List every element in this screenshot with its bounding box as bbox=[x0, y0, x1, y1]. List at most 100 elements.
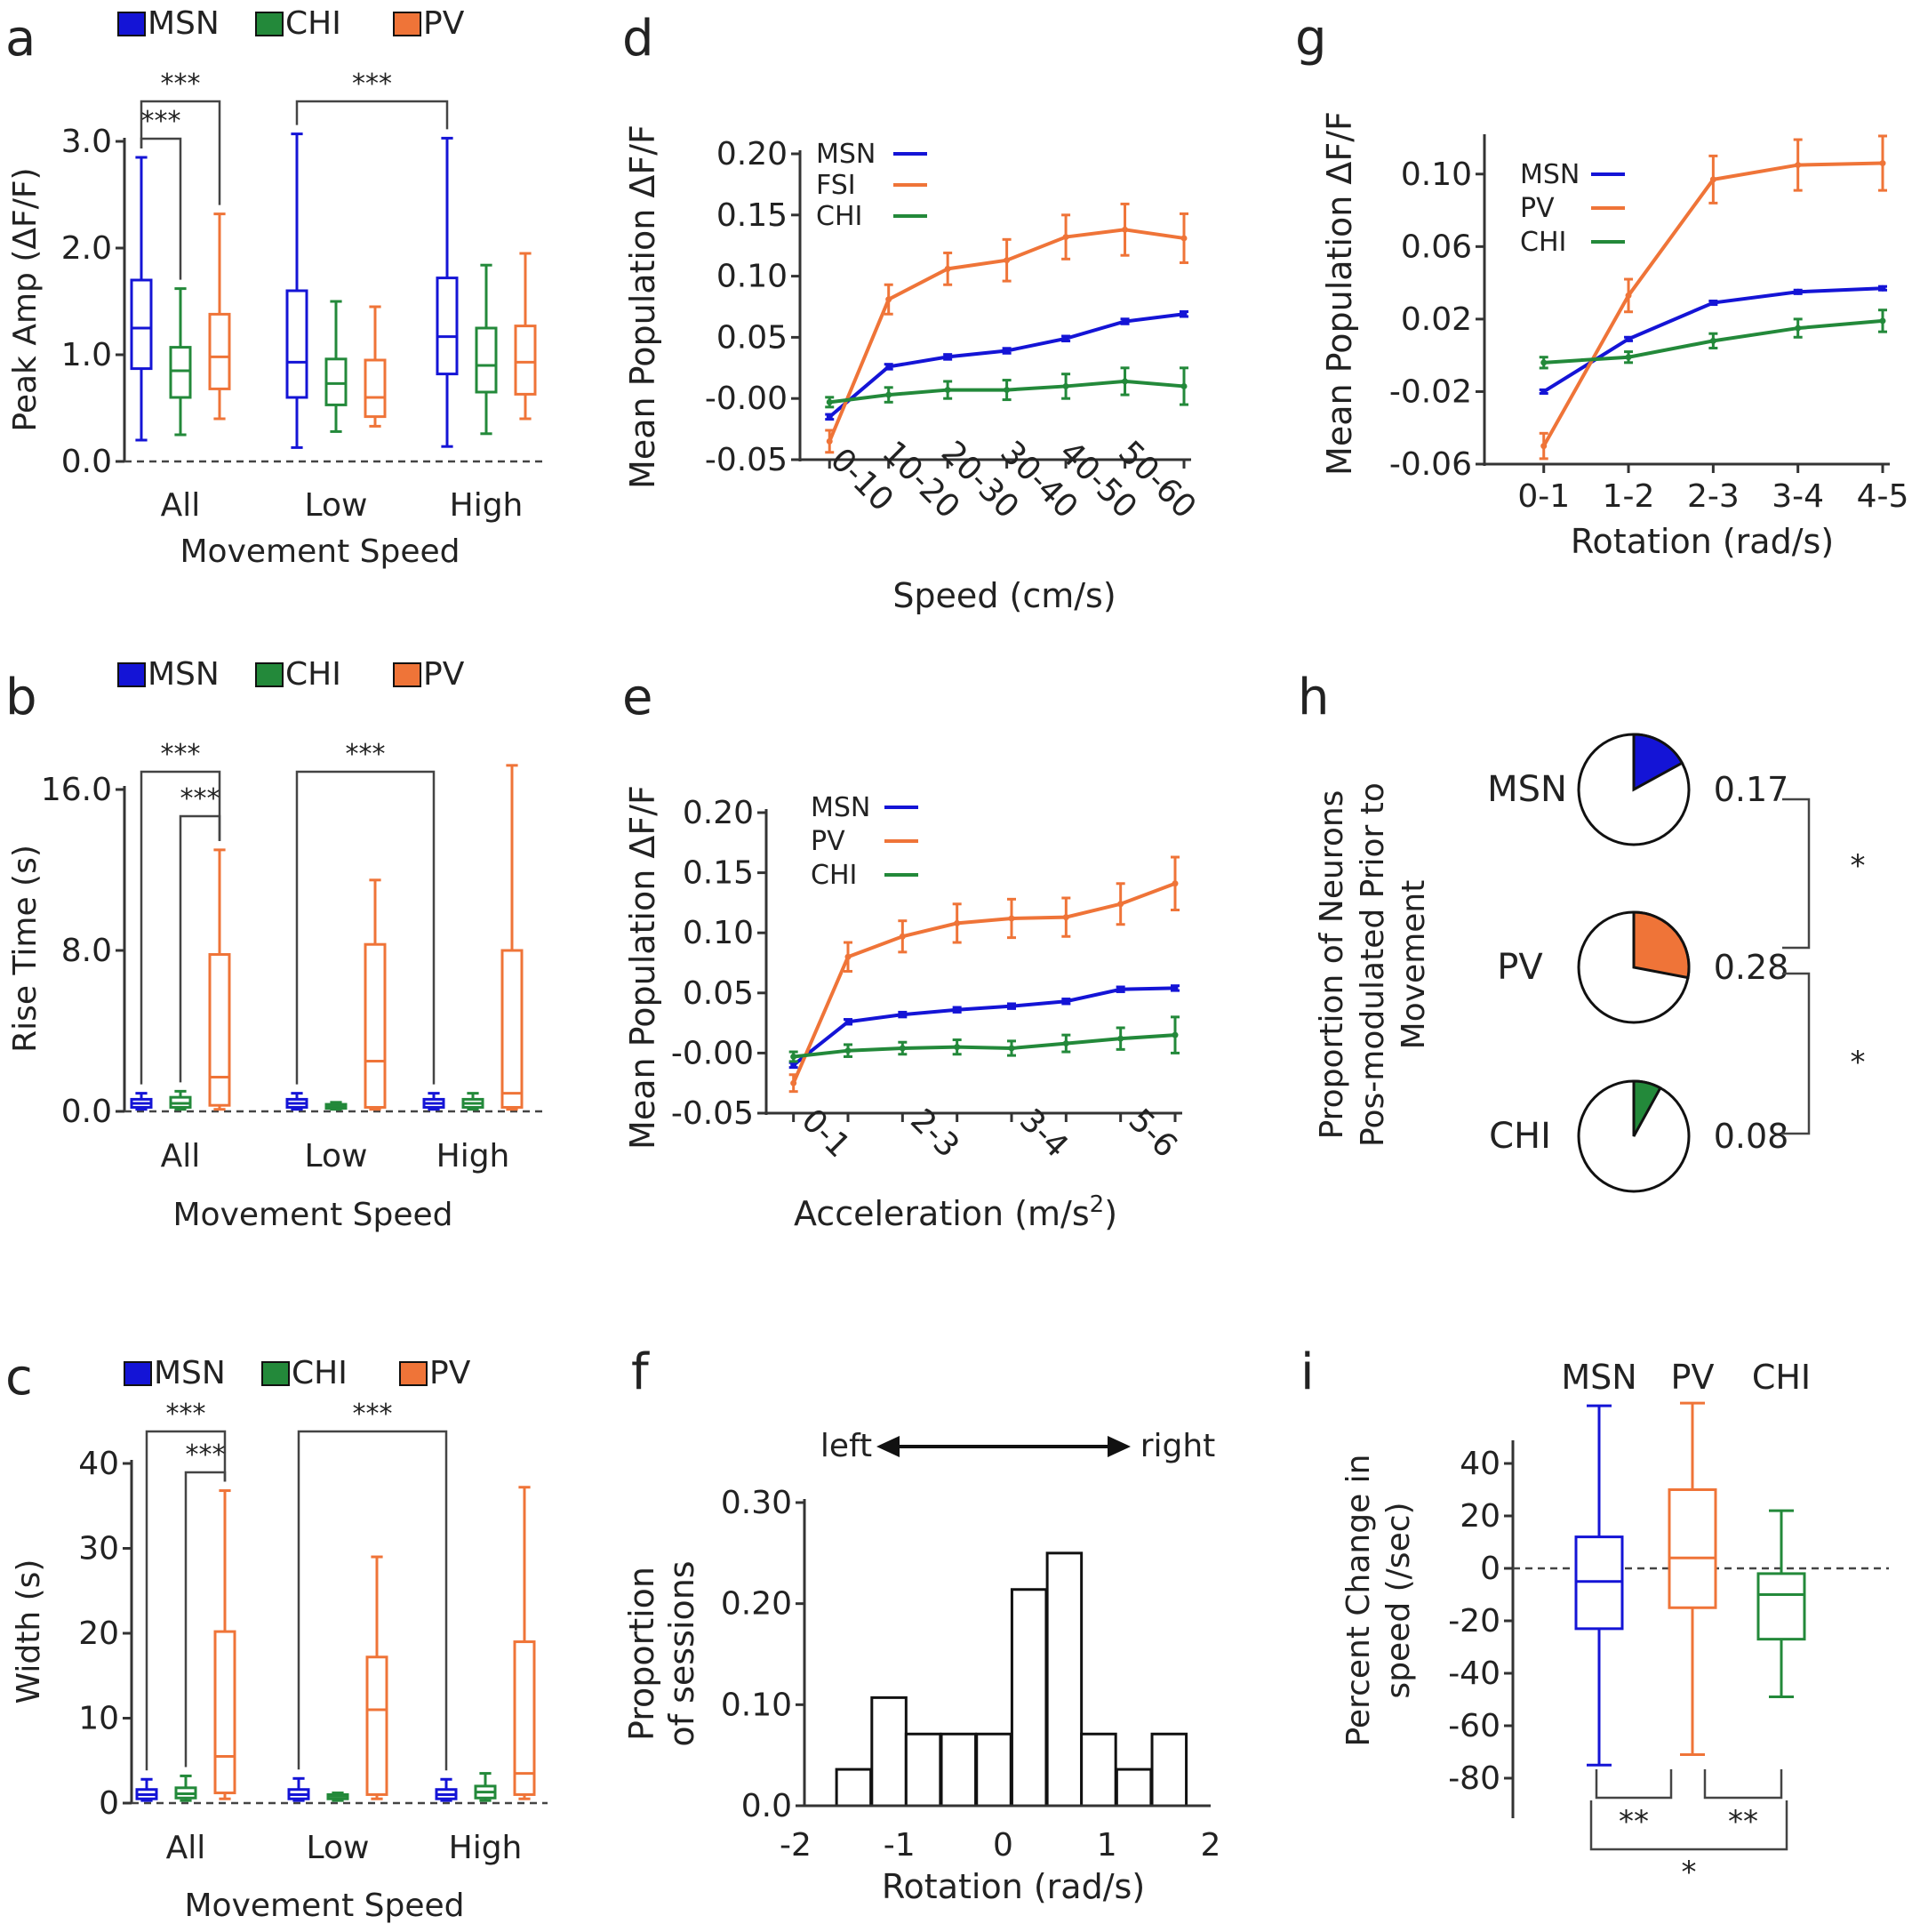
x-axis-title: Acceleration (m/s2) bbox=[794, 1191, 1117, 1233]
y-tick-label: 0 bbox=[99, 1785, 119, 1822]
data-point bbox=[1008, 915, 1015, 922]
x-axis-title: Movement Speed bbox=[173, 1197, 453, 1233]
y-tick-label: 0.10 bbox=[683, 915, 754, 951]
legend-label-chi: CHI bbox=[816, 201, 862, 232]
series-line-pv bbox=[791, 881, 1176, 1084]
x-tick-label: 2-3 bbox=[1687, 478, 1740, 515]
data-point bbox=[885, 296, 892, 303]
box-high-pv bbox=[514, 252, 537, 421]
panel-h: h MSN 0.17 PV 0.28 CHI 0.08 * * Proportion of Neu… bbox=[1298, 669, 1866, 1193]
significance-bracket bbox=[1782, 798, 1811, 950]
y-axis-title-line-1: Proportion of Neurons bbox=[1314, 790, 1350, 1140]
series-fsi bbox=[825, 202, 1188, 454]
data-point bbox=[1117, 1035, 1124, 1042]
box-all-pv bbox=[213, 1489, 236, 1800]
significance-label: * bbox=[1682, 1855, 1697, 1890]
y-tick-label: -0.00 bbox=[705, 381, 788, 417]
pie-value-msn: 0.17 bbox=[1714, 770, 1789, 809]
legend-label-chi: CHI bbox=[811, 860, 857, 891]
legend-label-pv: PV bbox=[423, 5, 465, 42]
data-point bbox=[1180, 310, 1188, 317]
significance-bracket: *** bbox=[140, 68, 221, 205]
data-point bbox=[844, 1047, 852, 1054]
legend-label-pv: PV bbox=[429, 1355, 471, 1391]
data-point bbox=[1117, 986, 1124, 993]
histogram-bar-4 bbox=[940, 1732, 978, 1808]
data-point bbox=[1795, 325, 1802, 332]
panel-label-e: e bbox=[622, 669, 652, 726]
data-point bbox=[1879, 317, 1886, 325]
box-high-msn bbox=[435, 1777, 458, 1802]
legend-label-msn: MSN bbox=[148, 5, 220, 42]
y-tick-label: 10 bbox=[78, 1701, 119, 1737]
significance-bracket bbox=[1589, 1800, 1788, 1851]
box-low-pv bbox=[364, 878, 387, 1111]
significance-label: ** bbox=[1728, 1804, 1758, 1840]
significance-bracket: *** bbox=[140, 106, 182, 280]
data-point bbox=[1625, 335, 1632, 342]
data-point bbox=[826, 437, 833, 445]
panel-f: f 0.0 0.10 0.20 0.30 -2 -1 0 1 2 Rotation (rad/s) P… bbox=[622, 1343, 1220, 1906]
y-tick-label: 3.0 bbox=[61, 124, 112, 160]
pie-name-msn: MSN bbox=[1487, 769, 1567, 810]
legend-label-chi: CHI bbox=[285, 656, 341, 693]
category-label-msn: MSN bbox=[1561, 1358, 1636, 1397]
series-chi bbox=[1539, 309, 1887, 370]
pie-value-chi: 0.08 bbox=[1714, 1117, 1789, 1156]
legend-label-msn: MSN bbox=[811, 792, 870, 823]
data-point bbox=[1172, 880, 1179, 887]
box-all-msn bbox=[130, 156, 153, 442]
significance-label: *** bbox=[166, 1399, 206, 1430]
box-all-chi bbox=[169, 287, 192, 437]
x-axis-title: Rotation (rad/s) bbox=[1571, 522, 1834, 561]
data-point bbox=[1062, 1040, 1069, 1047]
x-category-label-low: Low bbox=[307, 1830, 370, 1866]
y-axis-title: Mean Population ΔF/F bbox=[623, 124, 662, 489]
box-high-chi bbox=[474, 1772, 497, 1802]
data-point bbox=[1180, 382, 1188, 389]
legend-label-chi: CHI bbox=[292, 1355, 348, 1391]
y-tick-label: -0.05 bbox=[671, 1095, 754, 1132]
histogram-bar-9 bbox=[1115, 1768, 1153, 1808]
x-tick-label: -2 bbox=[780, 1827, 812, 1864]
legend-label-chi: CHI bbox=[1520, 227, 1566, 258]
significance-label: *** bbox=[161, 68, 201, 100]
data-point bbox=[1117, 901, 1124, 908]
y-tick-label: 0.0 bbox=[741, 1788, 792, 1824]
y-tick-label: -80 bbox=[1448, 1760, 1500, 1797]
box-iqr bbox=[285, 289, 308, 399]
y-tick-label: 20 bbox=[1460, 1498, 1500, 1535]
box-high-pv bbox=[500, 764, 524, 1111]
data-point bbox=[954, 1006, 961, 1014]
data-point bbox=[1540, 388, 1548, 395]
data-point bbox=[1062, 335, 1069, 342]
histogram-bar-7 bbox=[1045, 1551, 1084, 1808]
y-tick-label: 0.10 bbox=[1401, 156, 1472, 193]
y-tick-label: 0.30 bbox=[721, 1485, 792, 1521]
y-axis-title: Peak Amp (ΔF/F) bbox=[7, 167, 44, 431]
box-low-chi bbox=[324, 300, 348, 433]
pie-msn: MSN 0.17 bbox=[1487, 733, 1789, 846]
y-tick-label: -60 bbox=[1448, 1708, 1500, 1744]
series-chi bbox=[825, 366, 1188, 409]
series-line-chi bbox=[793, 1033, 1176, 1059]
histogram-bar-10 bbox=[1150, 1732, 1188, 1808]
data-point bbox=[885, 391, 892, 398]
y-tick-label: 0 bbox=[1480, 1551, 1500, 1587]
pie-value-pv: 0.28 bbox=[1714, 948, 1789, 987]
data-point bbox=[844, 953, 852, 960]
histogram-bar-1 bbox=[835, 1768, 873, 1808]
data-point bbox=[790, 1053, 797, 1060]
box-iqr bbox=[130, 278, 153, 371]
x-category-label-high: High bbox=[450, 487, 524, 524]
legend-label-msn: MSN bbox=[816, 139, 876, 170]
panel-g: g -0.06 -0.02 0.02 0.06 0.10 0-1 1-2 2-3 3-4 4-5 MS… bbox=[1295, 10, 1908, 561]
data-point bbox=[1795, 162, 1802, 169]
y-tick-label: -40 bbox=[1448, 1655, 1500, 1692]
data-point bbox=[1008, 1003, 1015, 1010]
box-all-msn bbox=[135, 1777, 158, 1802]
legend-label-pv: PV bbox=[1520, 193, 1555, 224]
significance-label: *** bbox=[186, 1439, 226, 1471]
y-tick-label: -0.06 bbox=[1389, 446, 1472, 483]
bracket-line bbox=[140, 770, 221, 1085]
